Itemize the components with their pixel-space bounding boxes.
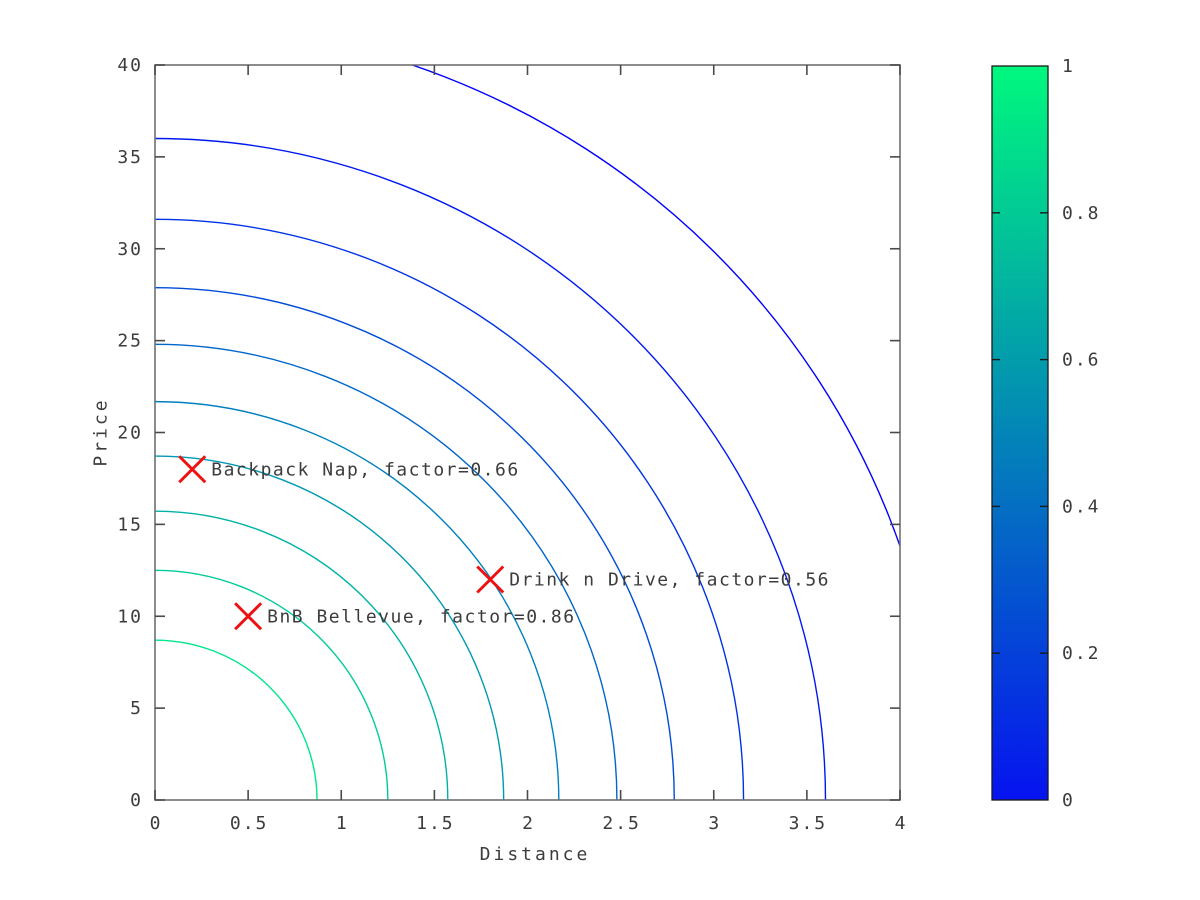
y-tick-label: 0 xyxy=(130,790,143,811)
x-tick-label: 3 xyxy=(708,813,721,834)
contour-line xyxy=(155,287,675,800)
x-tick-label: 3.5 xyxy=(789,813,828,834)
data-marker xyxy=(178,455,207,484)
contour-line xyxy=(155,510,449,800)
contour-line xyxy=(155,639,318,800)
x-tick-label: 0.5 xyxy=(230,813,269,834)
x-marker-icon xyxy=(476,565,505,594)
colorbar-tick-label: 1 xyxy=(1062,56,1075,77)
y-tick-label: 40 xyxy=(117,55,143,76)
colorbar-tick-label: 0.4 xyxy=(1062,496,1101,517)
x-tick-label: 4 xyxy=(895,813,908,834)
y-tick-label: 35 xyxy=(117,147,143,168)
colorbar-gradient xyxy=(991,65,1049,801)
data-marker xyxy=(234,602,263,631)
colorbar-tick-label: 0 xyxy=(1062,790,1075,811)
contour-line xyxy=(155,218,745,800)
y-tick-label: 5 xyxy=(130,698,143,719)
y-tick-label: 30 xyxy=(117,239,143,260)
x-marker-icon xyxy=(234,602,263,631)
x-tick-label: 0 xyxy=(150,813,163,834)
y-tick-label: 20 xyxy=(117,423,143,444)
axis-box xyxy=(154,64,901,801)
y-tick-label: 25 xyxy=(117,331,143,352)
data-marker xyxy=(476,565,505,594)
marker-label: BnB Bellevue, factor=0.86 xyxy=(267,606,575,627)
x-tick-label: 2.5 xyxy=(602,813,641,834)
y-tick-label: 15 xyxy=(117,514,143,535)
colorbar-tick-label: 0.2 xyxy=(1062,643,1101,664)
y-axis-label: Price xyxy=(90,397,112,467)
marker-label: Drink n Drive, factor=0.56 xyxy=(509,570,830,591)
x-tick-label: 1 xyxy=(336,813,349,834)
x-tick-label: 2 xyxy=(522,813,535,834)
x-axis-label: Distance xyxy=(479,844,591,865)
colorbar-tick-label: 0.8 xyxy=(1062,203,1101,224)
y-tick-label: 10 xyxy=(117,606,143,627)
x-tick-label: 1.5 xyxy=(416,813,455,834)
marker-label: Backpack Nap, factor=0.66 xyxy=(211,459,519,480)
x-marker-icon xyxy=(178,455,207,484)
colorbar-tick-label: 0.6 xyxy=(1062,350,1101,371)
